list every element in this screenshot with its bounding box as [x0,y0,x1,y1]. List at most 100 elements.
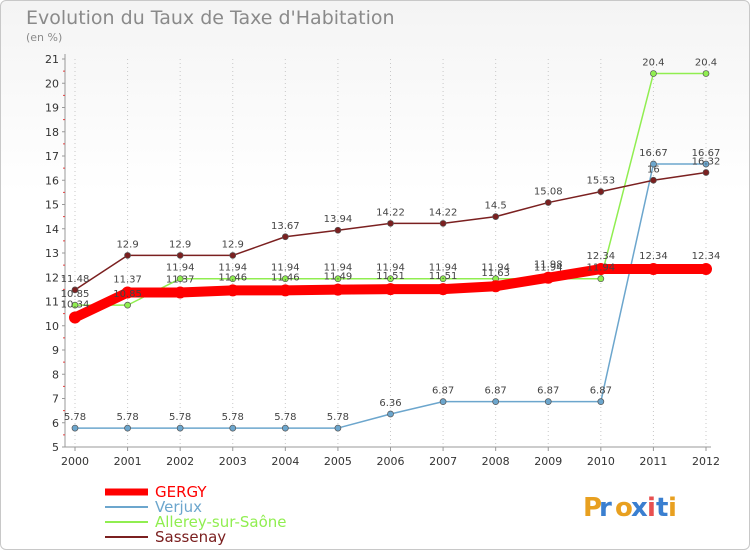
data-label: 6.87 [590,386,612,397]
data-point [597,188,605,195]
data-point [334,275,342,283]
data-label: 6.87 [432,386,454,397]
y-tick-label: 11 [45,296,59,309]
data-point [176,424,184,432]
data-point [492,398,500,406]
data-label: 11.51 [429,271,458,282]
data-point [176,275,184,283]
data-label: 14.5 [485,201,507,212]
data-label: 11.37 [113,275,142,286]
data-point [439,398,447,406]
data-label: 15.53 [587,176,616,187]
data-point [334,424,342,432]
data-point [124,301,131,309]
data-point [437,283,450,296]
legend-label: GERGY [155,483,207,501]
data-label: 11.94 [166,263,195,274]
data-point [387,220,394,227]
data-label: 16.67 [639,148,668,159]
data-label: 12.34 [639,251,668,262]
data-point [281,275,289,283]
data-label: 13.94 [324,214,353,225]
data-label: 11.51 [376,271,405,282]
data-label: 12.34 [692,251,721,262]
data-point [702,160,710,168]
data-label: 12.34 [587,251,616,262]
data-label: 11.94 [481,263,510,274]
data-point [597,275,605,283]
x-tick-label: 2002 [166,455,194,468]
data-point [542,271,555,284]
x-tick-label: 2007 [429,455,457,468]
legend-label: Allerey-sur-Saône [155,513,286,531]
data-point [279,284,292,297]
data-point [702,70,710,77]
data-point [387,410,394,418]
data-point [69,311,81,324]
data-label: 16.32 [692,156,721,167]
y-tick-label: 10 [45,320,59,333]
proxiti-logo: Pr ox i t i [583,493,677,523]
data-point [226,284,239,297]
x-tick-label: 2001 [114,455,142,468]
data-point [281,233,289,241]
x-tick-label: 2009 [534,455,562,468]
x-tick-label: 2008 [482,455,510,468]
data-point [229,252,237,259]
data-point [702,169,710,176]
data-label: 11.46 [218,272,247,283]
y-tick-label: 16 [45,174,59,187]
data-point [387,275,394,283]
data-label: 5.78 [327,412,349,423]
data-point [597,398,605,406]
data-point [176,252,184,259]
data-label: 16.67 [692,148,721,159]
legend-label: Sassenay [155,528,226,546]
data-label: 11.94 [587,263,616,274]
logo-letter: P [583,493,602,523]
data-point [647,263,660,276]
data-point [700,263,712,276]
y-tick-label: 15 [45,199,59,212]
chart-title: Evolution du Taux de Taxe d'Habitation [26,7,395,29]
data-label: 13.67 [271,221,300,232]
data-point [71,424,79,432]
data-point [544,398,552,406]
data-point [439,220,447,227]
logo-letter: i [668,493,677,523]
data-label: 5.78 [64,412,86,423]
data-label: 11.94 [324,263,353,274]
data-label: 11.46 [271,272,300,283]
y-tick-label: 5 [52,441,59,454]
data-point [489,280,502,293]
data-point [492,213,500,220]
x-tick-label: 2003 [219,455,247,468]
data-label: 10.85 [61,289,90,300]
data-label: 11.94 [271,263,300,274]
data-point [71,286,79,294]
x-tick-label: 2010 [587,455,615,468]
y-tick-label: 17 [45,150,59,163]
data-point [229,275,237,283]
data-label: 15.08 [534,187,563,198]
data-label: 11.98 [534,260,563,271]
x-tick-label: 2012 [692,455,720,468]
data-label: 11.63 [481,268,510,279]
y-tick-label: 18 [45,126,59,139]
x-tick-label: 2006 [377,455,405,468]
data-label: 5.78 [169,412,191,423]
data-label: 6.87 [537,386,559,397]
x-tick-label: 2011 [639,455,667,468]
data-label: 5.78 [274,412,296,423]
data-label: 20.4 [642,58,664,69]
logo-letter: x [631,493,648,523]
data-point [174,286,187,299]
data-point [121,286,134,299]
data-point [124,252,131,259]
data-label: 12.9 [169,239,191,250]
data-point [384,283,397,296]
data-label: 11.48 [61,274,90,285]
data-label: 12.9 [222,239,244,250]
data-label: 20.4 [695,58,717,69]
